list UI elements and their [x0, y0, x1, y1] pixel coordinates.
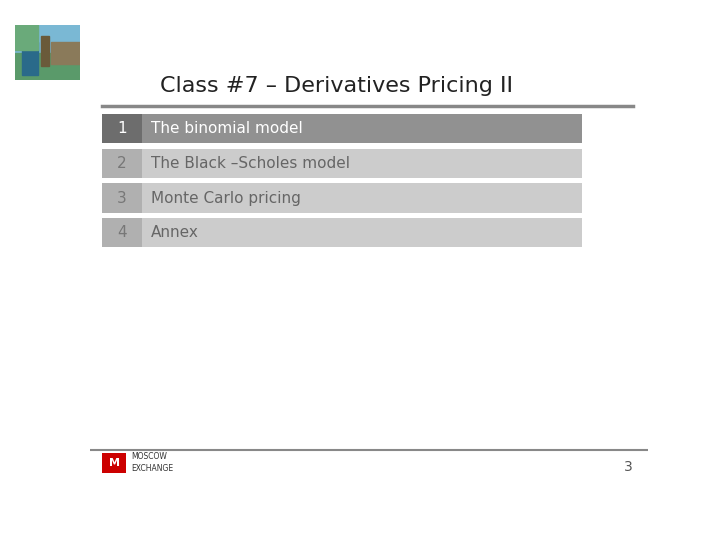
- Bar: [102, 453, 127, 473]
- Text: The binomial model: The binomial model: [151, 121, 303, 136]
- Bar: [41, 36, 49, 66]
- Text: 4: 4: [117, 225, 127, 240]
- Bar: [102, 148, 142, 178]
- Text: 3: 3: [624, 460, 632, 474]
- Bar: [102, 114, 142, 143]
- Text: The Black –Scholes model: The Black –Scholes model: [151, 156, 350, 171]
- Bar: [142, 148, 582, 178]
- Text: 2: 2: [117, 156, 127, 171]
- Bar: [102, 218, 142, 247]
- Bar: [50, 42, 80, 64]
- Bar: [142, 184, 582, 213]
- Bar: [102, 184, 142, 213]
- Text: M: M: [109, 458, 120, 468]
- Text: 3: 3: [117, 191, 127, 206]
- Bar: [15, 25, 80, 52]
- Text: 1: 1: [117, 121, 127, 136]
- Bar: [15, 52, 80, 80]
- Bar: [15, 25, 37, 50]
- Bar: [142, 114, 582, 143]
- Text: Monte Carlo pricing: Monte Carlo pricing: [151, 191, 301, 206]
- Text: Class #7 – Derivatives Pricing II: Class #7 – Derivatives Pricing II: [160, 76, 513, 96]
- Bar: [22, 42, 37, 75]
- Text: Annex: Annex: [151, 225, 199, 240]
- Bar: [142, 218, 582, 247]
- Text: MOSCOW
EXCHANGE: MOSCOW EXCHANGE: [131, 453, 174, 473]
